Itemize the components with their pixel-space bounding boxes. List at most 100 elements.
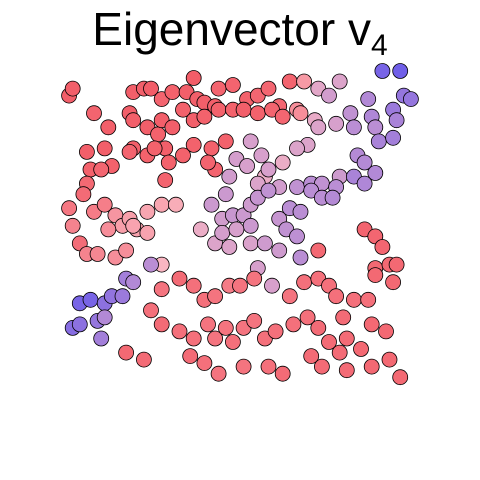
data-point-217 [353, 341, 369, 357]
chart-title-text: Eigenvector v [92, 3, 371, 55]
data-point-24 [331, 73, 348, 90]
data-point-216 [338, 362, 355, 379]
data-point-25 [360, 91, 377, 107]
data-point-140 [214, 224, 231, 241]
data-point-214 [313, 358, 330, 375]
data-point-196 [267, 323, 284, 340]
data-point-111 [192, 221, 209, 238]
data-point-169 [246, 270, 263, 287]
data-point-132 [89, 246, 106, 262]
data-point-188 [185, 330, 202, 347]
data-point-35 [164, 119, 181, 136]
data-point-172 [296, 274, 313, 291]
data-point-135 [118, 242, 134, 259]
data-point-60 [160, 154, 177, 171]
data-point-142 [228, 221, 245, 238]
data-point-189 [200, 316, 216, 333]
data-point-141 [221, 239, 238, 255]
data-point-79 [96, 140, 113, 157]
data-point-209 [210, 365, 227, 382]
data-point-51 [345, 119, 362, 136]
data-point-163 [171, 270, 188, 287]
data-point-114 [217, 186, 234, 203]
data-point-89 [239, 158, 256, 174]
data-point-208 [196, 355, 213, 372]
data-point-77 [79, 143, 95, 160]
data-point-93 [289, 179, 305, 196]
data-point-70 [289, 140, 305, 157]
data-point-48 [310, 119, 327, 136]
data-point-175 [328, 288, 345, 305]
data-point-123 [292, 203, 309, 220]
data-point-21 [296, 73, 313, 90]
data-point-153 [388, 256, 405, 273]
data-point-38 [196, 108, 213, 125]
data-point-185 [143, 302, 159, 319]
data-point-164 [185, 277, 202, 294]
data-point-149 [292, 249, 309, 266]
data-point-215 [331, 344, 348, 361]
data-point-67 [253, 147, 270, 164]
data-point-203 [363, 316, 380, 333]
data-point-197 [285, 316, 302, 333]
data-point-41 [235, 101, 252, 118]
data-point-82 [93, 161, 110, 178]
data-point-162 [153, 281, 170, 298]
data-point-87 [221, 168, 238, 185]
data-point-84 [146, 140, 163, 157]
data-point-23 [321, 87, 337, 104]
data-point-117 [242, 217, 259, 234]
data-point-220 [392, 369, 409, 386]
data-point-86 [200, 154, 216, 171]
data-point-177 [360, 291, 377, 308]
data-point-171 [281, 288, 298, 305]
data-point-39 [210, 101, 227, 118]
data-point-7 [164, 84, 181, 100]
data-point-137 [139, 224, 156, 241]
data-point-109 [153, 196, 170, 213]
data-point-19 [281, 73, 298, 90]
data-point-50 [342, 105, 359, 122]
data-point-44 [274, 108, 291, 125]
data-point-74 [367, 165, 384, 181]
data-point-29 [402, 91, 419, 107]
data-point-69 [274, 154, 291, 171]
data-point-212 [274, 365, 291, 382]
data-point-194 [246, 312, 263, 329]
data-point-199 [310, 319, 327, 336]
data-point-201 [335, 309, 352, 326]
data-point-192 [224, 334, 241, 350]
data-point-190 [207, 330, 224, 347]
data-point-129 [374, 239, 391, 255]
data-point-103 [96, 196, 113, 213]
data-point-65 [217, 133, 234, 150]
data-point-112 [203, 196, 220, 213]
data-point-33 [150, 126, 167, 143]
data-point-76 [385, 129, 402, 146]
data-point-219 [381, 351, 398, 368]
data-point-98 [356, 175, 373, 192]
data-point-133 [100, 221, 117, 238]
data-point-136 [125, 217, 142, 234]
data-point-158 [114, 288, 131, 305]
data-point-150 [310, 242, 327, 259]
data-point-120 [260, 182, 277, 199]
data-point-161 [143, 256, 159, 273]
data-point-99 [61, 200, 77, 217]
data-point-187 [171, 323, 188, 340]
data-point-100 [64, 217, 81, 234]
data-point-176 [345, 291, 362, 308]
data-point-53 [367, 119, 384, 136]
data-point-160 [125, 274, 142, 291]
data-point-179 [385, 274, 402, 291]
data-point-42 [249, 105, 266, 122]
data-point-75 [370, 133, 387, 150]
data-point-17 [260, 80, 277, 97]
data-point-213 [303, 348, 320, 365]
data-point-186 [153, 316, 170, 333]
data-point-146 [271, 242, 288, 259]
data-point-55 [388, 112, 405, 129]
data-point-36 [175, 101, 191, 118]
data-point-205 [118, 344, 134, 361]
